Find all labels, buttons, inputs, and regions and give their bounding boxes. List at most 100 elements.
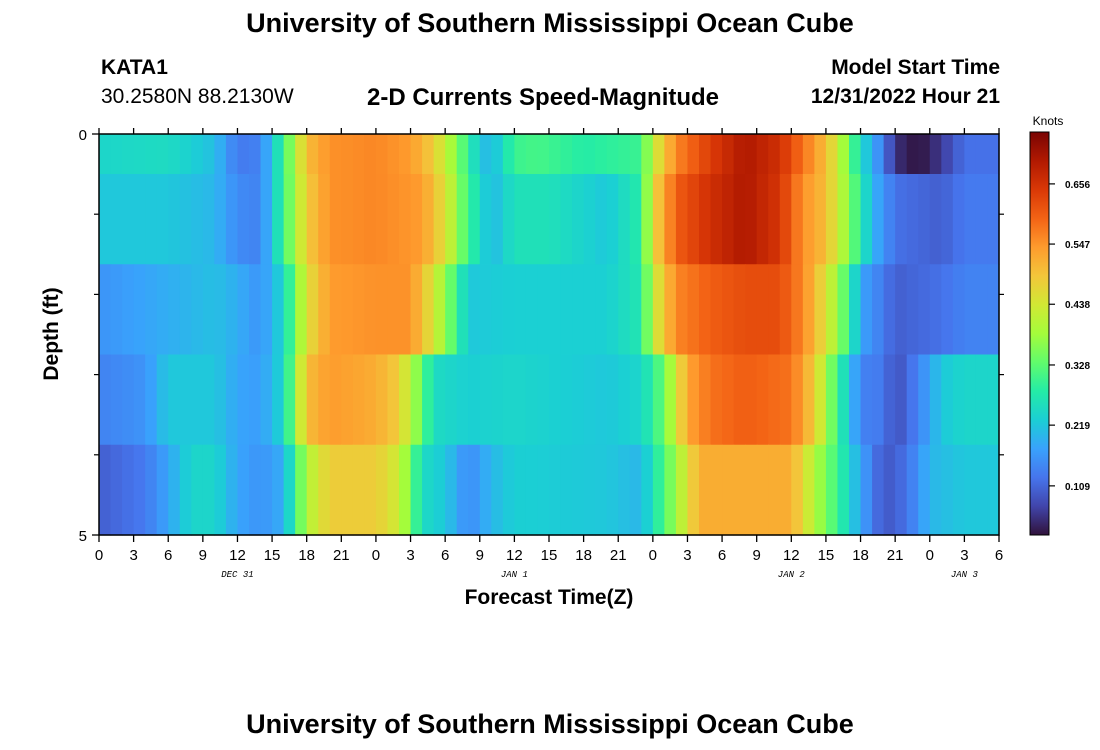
heatmap-cell: [675, 264, 689, 356]
colorbar-tick-label: 0.328: [1065, 361, 1090, 372]
heatmap-cell: [525, 444, 539, 536]
heatmap-cell: [791, 174, 804, 265]
x-tick-label: 15: [818, 547, 835, 564]
heatmap-cell: [652, 444, 665, 536]
heatmap-cell: [595, 444, 608, 536]
heatmap-cell: [699, 444, 712, 536]
heatmap-cell: [318, 174, 331, 265]
heatmap-cell: [849, 444, 862, 536]
colorbar-tick-label: 0.438: [1065, 300, 1090, 311]
heatmap-cell: [445, 264, 458, 356]
heatmap-cell: [283, 174, 296, 265]
heatmap-cell: [168, 354, 181, 446]
heatmap-cell: [918, 264, 931, 356]
x-tick-label: 9: [753, 547, 761, 564]
heatmap-cell: [110, 174, 123, 265]
heatmap-cell: [502, 174, 515, 265]
heatmap-cell: [168, 174, 181, 265]
day-label: JAN 3: [951, 570, 979, 580]
heatmap-cell: [710, 134, 723, 175]
heatmap-cell: [745, 354, 758, 446]
heatmap-cell: [306, 264, 319, 356]
heatmap-cell: [952, 174, 965, 265]
heatmap-cell: [572, 134, 585, 175]
heatmap-cells: [99, 134, 1000, 536]
heatmap-cell: [433, 264, 446, 356]
heatmap-cell: [306, 444, 319, 536]
heatmap-cell: [606, 444, 619, 536]
heatmap-cell: [387, 354, 400, 446]
heatmap-cell: [779, 354, 792, 446]
heatmap-cell: [272, 264, 285, 356]
heatmap-cell: [779, 444, 792, 536]
heatmap-cell: [664, 444, 677, 536]
heatmap-cell: [214, 444, 227, 536]
heatmap-cell: [756, 264, 769, 356]
heatmap-cell: [156, 264, 169, 356]
heatmap-cell: [202, 174, 215, 265]
station-coordinates: 30.2580N 88.2130W: [101, 85, 294, 108]
heatmap-cell: [733, 174, 746, 265]
heatmap-cell: [260, 174, 273, 265]
heatmap-cell: [537, 174, 550, 265]
heatmap-cell: [410, 264, 423, 356]
x-tick-label: 3: [406, 547, 414, 564]
heatmap-cell: [456, 174, 469, 265]
heatmap-cell: [572, 444, 585, 536]
heatmap-cell: [560, 174, 573, 265]
heatmap-cell: [168, 444, 181, 536]
heatmap-cell: [664, 354, 677, 446]
heatmap-cell: [410, 354, 423, 446]
heatmap-cell: [110, 444, 123, 536]
heatmap-cell: [987, 444, 1000, 536]
x-tick-label: 12: [229, 547, 246, 564]
heatmap-cell: [687, 134, 700, 175]
x-tick-label: 18: [298, 547, 315, 564]
heatmap-cell: [525, 354, 539, 446]
heatmap-cell: [283, 264, 296, 356]
footer-title: University of Southern Mississippi Ocean…: [246, 709, 854, 739]
heatmap-cell: [145, 174, 158, 265]
heatmap-cell: [606, 264, 619, 356]
station-id: KATA1: [101, 56, 168, 79]
heatmap-cell: [352, 354, 365, 446]
heatmap-cell: [837, 134, 850, 175]
heatmap-cell: [99, 134, 112, 175]
heatmap-cell: [191, 444, 204, 536]
heatmap-cell: [756, 354, 769, 446]
heatmap-cell: [768, 444, 781, 536]
heatmap-cell: [214, 354, 227, 446]
heatmap-cell: [975, 174, 989, 265]
heatmap-cell: [329, 264, 342, 356]
heatmap-cell: [699, 354, 712, 446]
heatmap-cell: [595, 264, 608, 356]
heatmap-cell: [133, 134, 146, 175]
heatmap-cell: [191, 264, 204, 356]
heatmap-cell: [272, 354, 285, 446]
heatmap-cell: [549, 174, 562, 265]
heatmap-cell: [468, 264, 481, 356]
heatmap-cell: [502, 134, 515, 175]
heatmap-cell: [952, 444, 965, 536]
heatmap-cell: [260, 354, 273, 446]
heatmap-cell: [156, 444, 169, 536]
heatmap-cell: [814, 264, 827, 356]
heatmap-cell: [699, 134, 712, 175]
heatmap-cell: [560, 134, 573, 175]
heatmap-cell: [629, 444, 642, 536]
heatmap-cell: [272, 444, 285, 536]
heatmap-cell: [618, 134, 631, 175]
heatmap-cell: [825, 444, 839, 536]
y-axis: 05: [79, 127, 1004, 545]
colorbar-tick-label: 0.547: [1065, 240, 1090, 251]
heatmap-cell: [99, 174, 112, 265]
heatmap-cell: [375, 134, 389, 175]
colorbar: Knots 0.109 0.219 0.328 0.438 0.547 0.656: [1029, 114, 1090, 536]
heatmap-cell: [145, 444, 158, 536]
heatmap-cell: [606, 354, 619, 446]
heatmap-cell: [699, 264, 712, 356]
heatmap-cell: [699, 174, 712, 265]
heatmap-cell: [791, 354, 804, 446]
y-axis-title: Depth (ft): [40, 287, 63, 380]
heatmap-cell: [975, 444, 989, 536]
